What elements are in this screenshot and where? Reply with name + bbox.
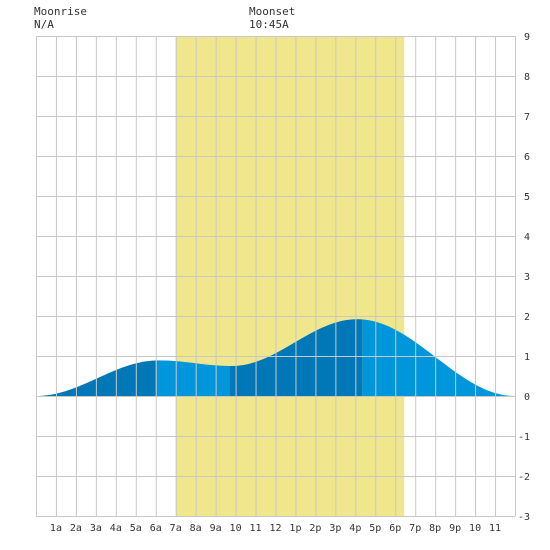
y-tick-label: 3 — [524, 272, 530, 283]
y-tick-label: 1 — [524, 352, 530, 363]
x-tick-label: 6p — [389, 523, 401, 534]
y-tick-label: 2 — [524, 312, 530, 323]
x-tick-label: 1a — [50, 523, 62, 534]
tide-area-segment — [362, 319, 515, 396]
x-tick-label: 7p — [409, 523, 421, 534]
x-tick-label: 4p — [349, 523, 361, 534]
x-tick-label: 10 — [230, 523, 242, 534]
x-tick-label: 8p — [429, 523, 441, 534]
y-tick-label: -1 — [518, 432, 530, 443]
x-tick-label: 3a — [90, 523, 102, 534]
y-tick-label: 4 — [524, 232, 530, 243]
moonset-value: 10:45A — [249, 18, 289, 31]
x-tick-label: 11 — [489, 523, 501, 534]
moonset-label: Moonset — [249, 5, 296, 18]
y-tick-label: 8 — [524, 72, 530, 83]
moonrise-label: Moonrise — [34, 5, 87, 18]
x-tick-label: 1p — [289, 523, 301, 534]
y-tick-label: 0 — [524, 392, 530, 403]
tide-area-segment — [155, 360, 230, 396]
x-tick-label: 9a — [210, 523, 222, 534]
moonrise-value: N/A — [34, 18, 54, 31]
x-tick-label: 4a — [110, 523, 122, 534]
x-tick-label: 5a — [130, 523, 142, 534]
x-tick-label: 10 — [469, 523, 481, 534]
x-tick-label: 9p — [449, 523, 461, 534]
y-tick-label: -2 — [518, 472, 530, 483]
y-tick-label: 6 — [524, 152, 530, 163]
x-tick-label: 3p — [329, 523, 341, 534]
x-tick-label: 7a — [170, 523, 182, 534]
y-tick-label: -3 — [518, 512, 530, 523]
y-tick-label: 9 — [524, 32, 530, 43]
x-tick-label: 11 — [250, 523, 262, 534]
tide-area-segment — [36, 360, 156, 396]
x-tick-label: 2p — [309, 523, 321, 534]
x-tick-label: 8a — [190, 523, 202, 534]
y-tick-label: 5 — [524, 192, 530, 203]
x-tick-label: 2a — [70, 523, 82, 534]
x-tick-label: 5p — [369, 523, 381, 534]
x-tick-label: 6a — [150, 523, 162, 534]
x-tick-label: 12 — [269, 523, 281, 534]
y-tick-label: 7 — [524, 112, 530, 123]
